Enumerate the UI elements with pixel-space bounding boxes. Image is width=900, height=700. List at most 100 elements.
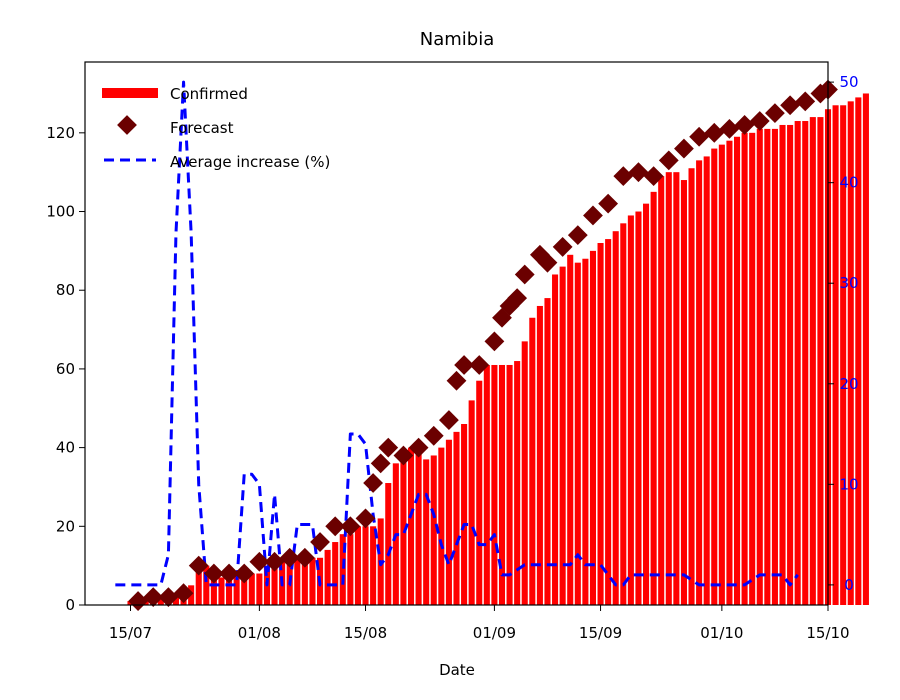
- confirmed-bar: [536, 305, 543, 605]
- plot-frame: [84, 61, 829, 606]
- confirmed-bar: [658, 176, 665, 606]
- confirmed-bar: [840, 105, 847, 605]
- confirmed-bar: [802, 121, 809, 606]
- confirmed-bar: [787, 124, 794, 606]
- confirmed-bar: [688, 168, 695, 606]
- confirmed-bar: [665, 172, 672, 606]
- confirmed-bar: [696, 160, 703, 605]
- confirmed-bar: [385, 483, 392, 605]
- y-tick-label: 0: [65, 596, 75, 614]
- x-tick-label: 01/09: [473, 624, 516, 642]
- confirmed-bar: [771, 128, 778, 605]
- confirmed-bar: [157, 597, 164, 605]
- forecast-marker: [340, 516, 361, 537]
- confirmed-bar: [582, 258, 589, 605]
- confirmed-bar: [347, 534, 354, 605]
- confirmed-bar: [711, 148, 718, 605]
- confirmed-bar: [855, 97, 862, 605]
- forecast-marker: [378, 437, 399, 458]
- confirmed-bar: [332, 542, 339, 605]
- legend-label-forecast: Forecast: [170, 119, 234, 137]
- confirmed-bar: [643, 203, 650, 605]
- confirmed-bar: [491, 364, 498, 605]
- confirmed-bar: [794, 121, 801, 606]
- forecast-marker: [264, 551, 285, 572]
- confirmed-bar: [241, 573, 248, 605]
- confirmed-bar: [195, 565, 202, 605]
- legend-swatch-confirmed: [102, 88, 158, 98]
- forecast-marker: [310, 532, 330, 552]
- confirmed-bar: [423, 459, 430, 605]
- confirmed-bar: [703, 156, 710, 605]
- y-right-tick-label: 50: [839, 73, 858, 91]
- confirmed-bar: [430, 455, 437, 605]
- forecast-markers: [128, 79, 838, 611]
- confirmed-bar: [756, 128, 763, 605]
- confirmed-bar: [862, 93, 869, 605]
- confirmed-bar: [248, 573, 255, 605]
- confirmed-bar: [567, 254, 574, 606]
- confirmed-bar: [718, 144, 725, 605]
- confirmed-bar: [226, 577, 233, 605]
- forecast-marker: [370, 453, 391, 474]
- confirmed-bar: [589, 250, 597, 605]
- confirmed-bar: [574, 262, 581, 605]
- y-right-tick-label: 0: [844, 576, 854, 594]
- y-tick-label: 40: [56, 439, 75, 457]
- forecast-marker: [355, 508, 376, 529]
- y-tick-label: 20: [56, 517, 75, 535]
- confirmed-bar: [483, 364, 490, 605]
- average-increase-line-layer: [115, 80, 799, 587]
- confirmed-bar: [726, 140, 733, 605]
- forecast-marker: [514, 264, 535, 285]
- y-tick-label: 60: [56, 360, 75, 378]
- confirmed-bar: [741, 132, 748, 605]
- confirmed-bar: [764, 128, 771, 605]
- x-tick-label: 15/10: [806, 624, 849, 642]
- confirmed-bar: [832, 105, 839, 605]
- confirmed-bar: [680, 180, 687, 606]
- y-right-tick-label: 40: [839, 174, 858, 192]
- confirmed-bar: [552, 274, 559, 605]
- confirmed-bar: [233, 573, 240, 605]
- confirmed-bar: [544, 298, 551, 605]
- forecast-marker: [325, 516, 346, 537]
- forecast-marker: [469, 355, 490, 375]
- confirmed-bar: [498, 364, 506, 605]
- forecast-marker: [393, 445, 414, 466]
- legend: Confirmed Forecast Average increase (%): [102, 85, 330, 171]
- forecast-marker: [454, 355, 474, 375]
- x-axis-label: Date: [439, 661, 475, 679]
- confirmed-bar: [506, 364, 513, 605]
- confirmed-bar: [521, 341, 528, 605]
- confirmed-bar: [415, 451, 422, 605]
- confirmed-bar: [324, 549, 331, 605]
- confirmed-bar: [817, 117, 824, 605]
- confirmed-bar: [476, 380, 483, 605]
- confirmed-bar: [354, 526, 361, 605]
- confirmed-bar: [612, 231, 619, 605]
- confirmed-bar: [733, 136, 741, 605]
- confirmed-bar: [400, 455, 407, 605]
- confirmed-bar: [529, 317, 536, 605]
- confirmed-bar: [673, 172, 680, 606]
- y-right-tick-label: 30: [839, 274, 858, 292]
- confirmed-bar: [256, 573, 263, 605]
- confirmed-bar: [650, 191, 657, 605]
- confirmed-bar: [218, 577, 225, 605]
- forecast-marker: [279, 547, 300, 568]
- confirmed-bar: [407, 447, 415, 605]
- average-increase-line: [115, 80, 799, 587]
- y-right-tick-label: 10: [839, 475, 858, 493]
- forecast-marker: [507, 288, 528, 308]
- confirmed-bar: [309, 557, 316, 605]
- y-tick-label: 100: [46, 203, 75, 221]
- x-tick-label: 15/08: [344, 624, 387, 642]
- confirmed-bar: [809, 117, 816, 605]
- forecast-marker: [363, 473, 383, 493]
- confirmed-bar: [627, 215, 634, 605]
- confirmed-bar: [370, 526, 377, 605]
- confirmed-bar: [559, 266, 566, 605]
- confirmed-bar: [294, 557, 301, 605]
- y-tick-label: 80: [56, 281, 75, 299]
